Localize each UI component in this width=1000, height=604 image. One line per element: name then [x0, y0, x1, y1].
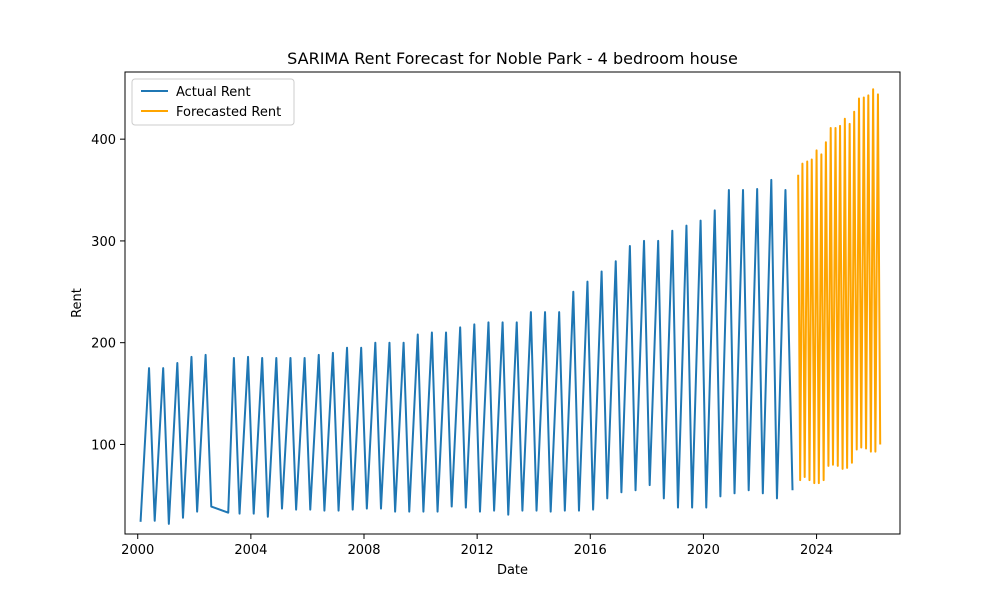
- plot-area-frame: [124, 71, 901, 535]
- series-layer: [139, 88, 882, 525]
- x-axis-label: Date: [497, 563, 528, 578]
- y-tick-label: 100: [91, 438, 116, 453]
- x-tick-label: 2024: [800, 543, 833, 558]
- y-tick-label: 200: [91, 337, 116, 352]
- legend: Actual Rent Forecasted Rent: [131, 78, 295, 126]
- y-axis: 100 200 300 400: [91, 133, 125, 453]
- y-axis-label: Rent: [70, 288, 85, 318]
- x-tick-label: 2004: [234, 543, 267, 558]
- x-tick-label: 2012: [461, 543, 494, 558]
- legend-box: [131, 78, 295, 126]
- legend-label-forecasted-rent: Forecasted Rent: [176, 105, 281, 120]
- y-tick-label: 400: [91, 133, 116, 148]
- x-tick-label: 2016: [574, 543, 607, 558]
- series-line-actual-rent: [139, 178, 794, 525]
- x-tick-label: 2008: [347, 543, 380, 558]
- series-line-forecasted-rent: [797, 88, 882, 485]
- legend-label-actual-rent: Actual Rent: [176, 85, 251, 100]
- x-axis: 2000 2004 2008 2012 2016 2020 2024: [121, 534, 833, 558]
- chart-title: SARIMA Rent Forecast for Noble Park - 4 …: [287, 49, 738, 68]
- y-tick-label: 300: [91, 235, 116, 250]
- x-tick-label: 2020: [687, 543, 720, 558]
- x-tick-label: 2000: [121, 543, 154, 558]
